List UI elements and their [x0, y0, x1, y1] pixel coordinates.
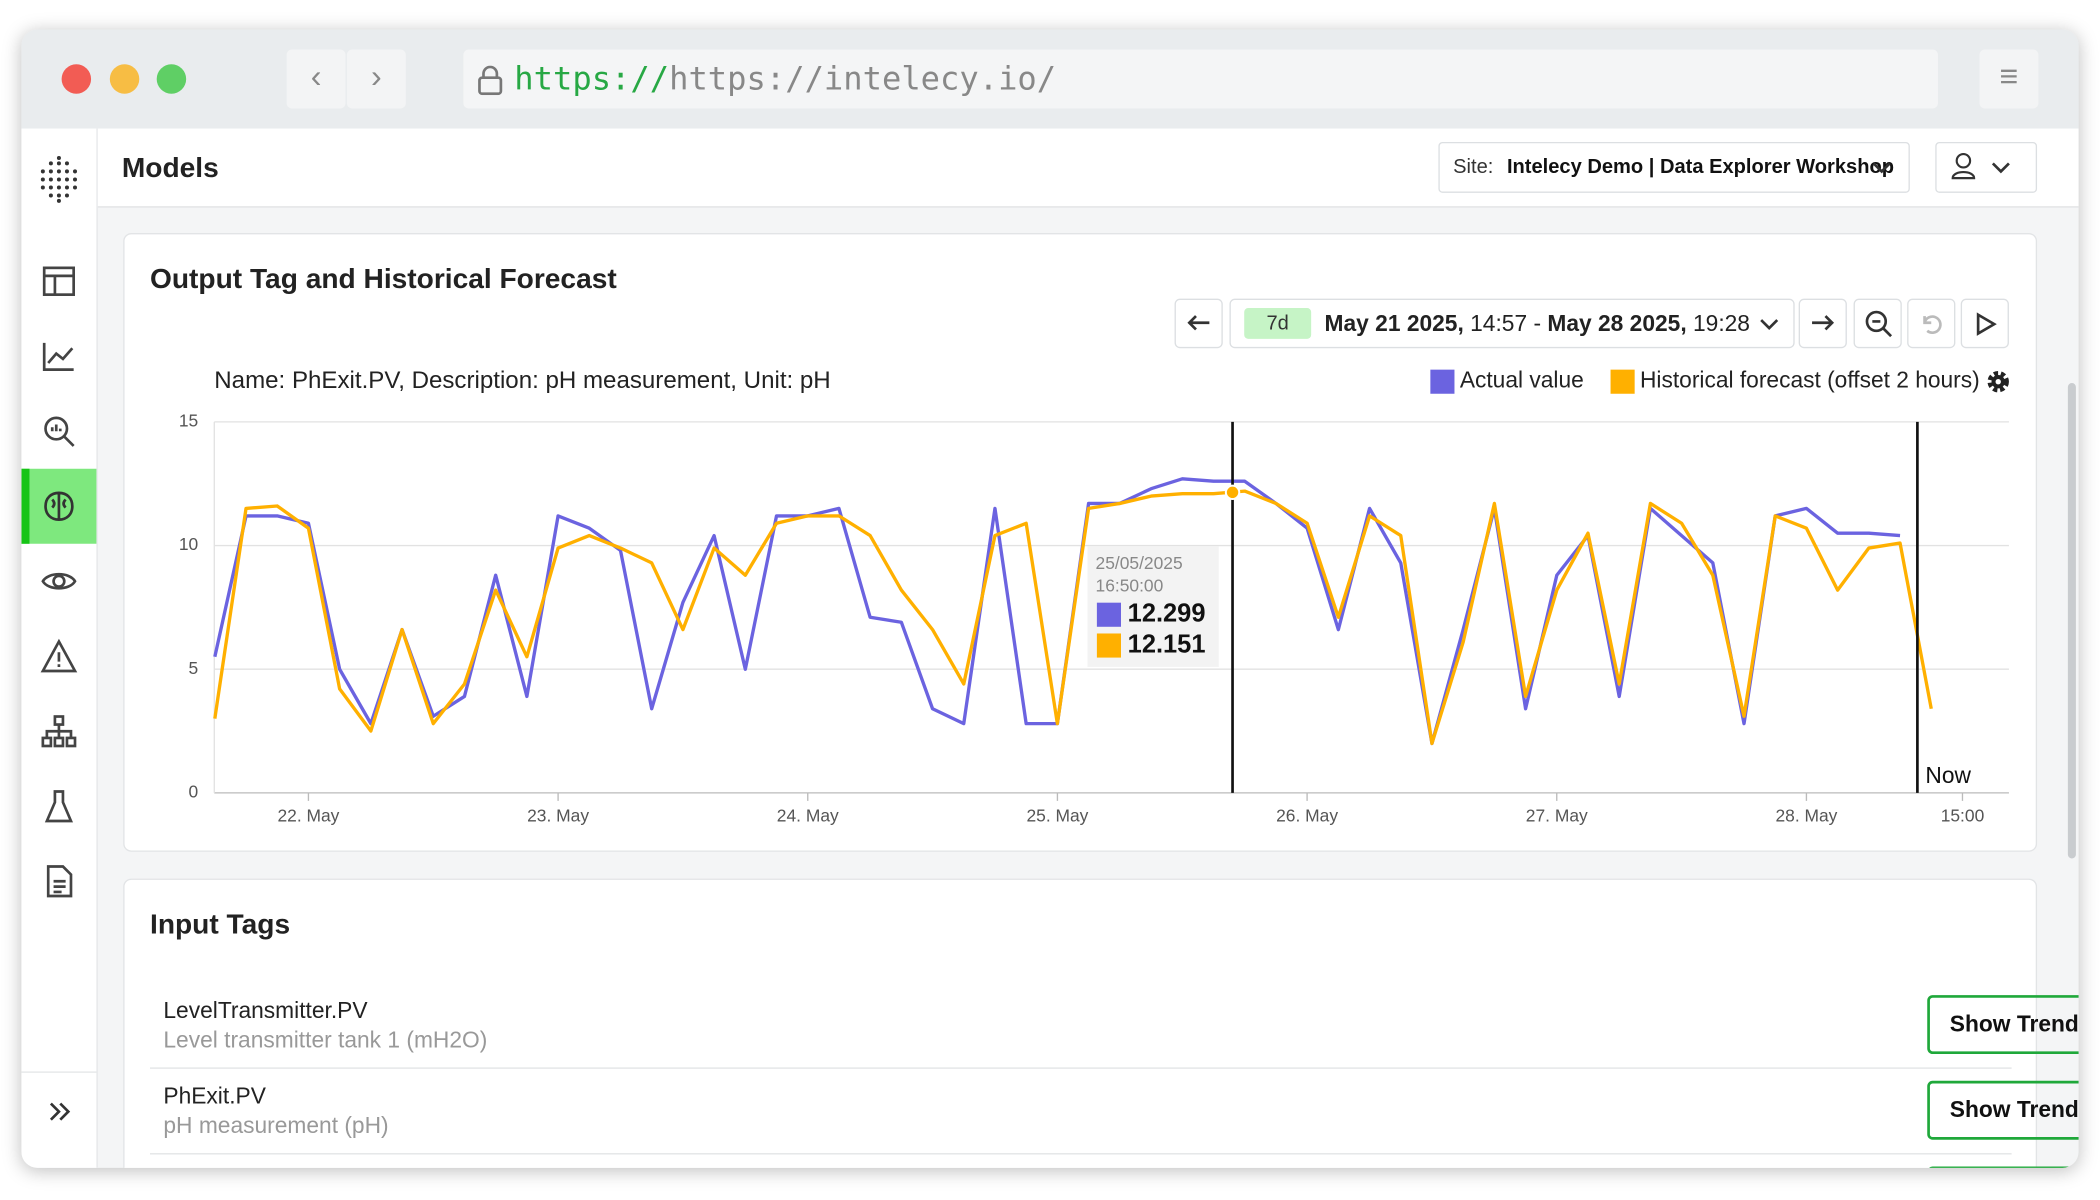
title-bar: ‹ › https://https://intelecy.io/ ≡ [21, 29, 2079, 129]
range-end-date: May 28 2025, [1547, 310, 1687, 337]
site-name: Intelecy Demo | Data Explorer Workshop [1506, 155, 1895, 179]
chevron [1760, 319, 1779, 331]
range-end-time: 19:28 [1692, 310, 1750, 337]
alerts-icon[interactable] [40, 638, 78, 676]
next-range-button[interactable] [1798, 298, 1847, 349]
settings-button[interactable]: ≡ [1979, 49, 2039, 109]
x-tick-label: 22. May [277, 806, 339, 826]
back-button[interactable]: ‹ [286, 49, 346, 109]
address-bar[interactable]: https://https://intelecy.io/ [463, 49, 1938, 109]
tag-name: PhExit.PV [163, 1083, 266, 1109]
site-selector[interactable]: Site: Intelecy Demo | Data Explorer Work… [1438, 141, 1910, 193]
legend-label: Historical forecast (offset 2 hours) [1640, 367, 1980, 393]
marker-label: Now [1925, 762, 1971, 788]
cursor-dot [1224, 484, 1241, 501]
show-trend-button[interactable]: Show Trend [1927, 995, 2079, 1055]
active-nav-item[interactable] [21, 468, 97, 544]
x-tick-label: 27. May [1526, 806, 1588, 826]
prev-range-button[interactable] [1174, 298, 1223, 349]
reset-button[interactable] [1907, 298, 1956, 349]
lock-icon [478, 65, 503, 96]
tag-description: pH measurement (pH) [163, 1112, 389, 1139]
chart-subtitle: Name: PhExit.PV, Description: pH measure… [214, 367, 830, 394]
scrollbar[interactable] [2067, 383, 2076, 859]
models-icon [44, 491, 74, 521]
browser-window: ‹ › https://https://intelecy.io/ ≡ Model… [21, 29, 2079, 1168]
play-button[interactable] [1960, 298, 2009, 349]
x-tick-label: 23. May [527, 806, 589, 826]
monitor-icon[interactable] [40, 563, 78, 601]
legend-swatch [1610, 369, 1635, 394]
active-indicator [21, 468, 30, 544]
card-title: Output Tag and Historical Forecast [150, 263, 617, 295]
range-preset: 7d [1244, 308, 1312, 339]
y-tick-label: 5 [189, 658, 199, 678]
maximize-button[interactable] [156, 64, 187, 94]
legend-swatch [1430, 369, 1455, 394]
user-menu[interactable] [1935, 141, 2038, 193]
tooltip-swatch [1096, 602, 1121, 627]
chevron [1872, 162, 1891, 174]
x-tick-label: 26. May [1276, 806, 1338, 826]
tooltip-value: 12.299 [1128, 599, 1206, 627]
range-separator: - [1533, 310, 1542, 337]
range-start-time: 14:57 [1470, 310, 1528, 337]
x-tick-label: 25. May [1026, 806, 1088, 826]
tag-name: LevelTransmitter.PV [163, 997, 368, 1024]
page-header: Models Site: Intelecy Demo | Data Explor… [97, 128, 2079, 208]
legend-label: Actual value [1460, 367, 1584, 393]
expand-icon[interactable] [40, 1093, 78, 1131]
hierarchy-icon[interactable] [40, 713, 78, 751]
sidebar [21, 128, 98, 1168]
user-icon [1951, 152, 2010, 180]
tooltip-date: 25/05/2025 [1096, 552, 1183, 572]
url-scheme: https:// [514, 60, 670, 98]
x-tick-label: 24. May [777, 806, 839, 826]
x-tick-label: 28. May [1775, 806, 1837, 826]
show-trend-button[interactable] [1927, 1166, 2079, 1168]
zoom-button[interactable] [1853, 298, 1902, 349]
lab-icon[interactable] [40, 788, 78, 826]
y-tick-label: 0 [189, 781, 199, 801]
logo [40, 156, 78, 203]
tooltip-time: 16:50:00 [1096, 575, 1164, 595]
site-label: Site: [1453, 155, 1494, 179]
settings-gear[interactable] [1987, 370, 2009, 393]
explore-icon[interactable] [40, 413, 78, 451]
minimize-button[interactable] [109, 64, 140, 94]
sidebar-divider [21, 1071, 97, 1073]
row-divider [150, 1153, 2012, 1155]
range-picker[interactable]: 7d May 21 2025, 14:57 - May 28 2025, 19:… [1229, 298, 1795, 349]
dashboard-icon[interactable] [40, 263, 78, 301]
y-tick-label: 15 [179, 410, 198, 430]
row-divider [150, 1067, 2012, 1069]
tooltip-title: 25/05/2025 16:50:00 [1096, 552, 1183, 595]
series-line [213, 489, 1933, 746]
inputs-title: Input Tags [150, 909, 291, 941]
y-tick-label: 10 [179, 534, 198, 554]
trends-icon[interactable] [40, 338, 78, 376]
range-text: May 21 2025, 14:57 - May 28 2025, 19:28 [1325, 300, 1750, 347]
docs-icon[interactable] [40, 863, 78, 901]
tooltip-swatch [1096, 633, 1121, 658]
tooltip-value: 12.151 [1128, 630, 1206, 658]
range-start-date: May 21 2025, [1324, 310, 1464, 337]
show-trend-button[interactable]: Show Trend [1927, 1080, 2079, 1140]
url-rest: https://intelecy.io/ [669, 60, 1057, 98]
page-title: Models [121, 152, 219, 184]
x-tick-label: 15:00 [1941, 806, 1985, 826]
tag-description: Level transmitter tank 1 (mH2O) [163, 1027, 488, 1053]
close-button[interactable] [61, 64, 92, 94]
forward-button[interactable]: › [346, 49, 406, 109]
inputs-card: Input Tags LevelTransmitter.PV Level tra… [123, 878, 2079, 1168]
